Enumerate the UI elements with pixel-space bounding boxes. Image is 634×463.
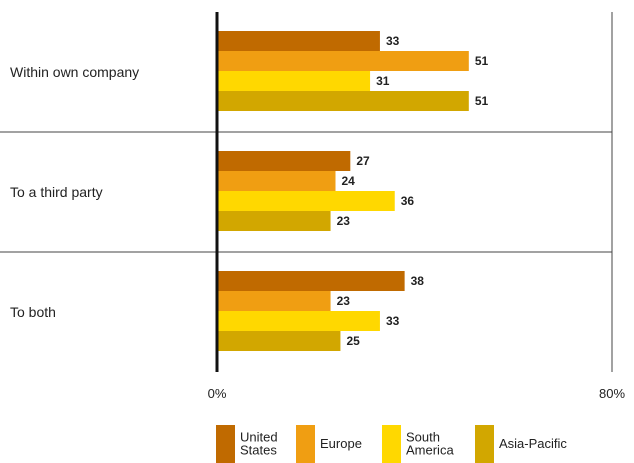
- x-tick-label: 0%: [208, 386, 227, 401]
- x-tick-labels: 0% 80%: [208, 386, 626, 401]
- legend: United States Europe South America Asia-Pacif…: [216, 425, 567, 463]
- value-label-within-own-company-asia-pacific: 51: [475, 94, 489, 108]
- value-label-to-both-south-america: 33: [386, 314, 400, 328]
- bar-to-both-asia-pacific: [217, 331, 341, 351]
- value-label-to-a-third-party-europe: 24: [342, 174, 356, 188]
- legend-label-europe: Europe: [320, 436, 362, 451]
- legend-swatch-asia-pacific: [475, 425, 494, 463]
- value-label-to-a-third-party-asia-pacific: 23: [337, 214, 351, 228]
- category-label-to-both: To both: [10, 304, 56, 320]
- bar-to-both-south-america: [217, 311, 380, 331]
- value-label-to-both-europe: 23: [337, 294, 351, 308]
- category-labels: Within own company To a third party To bot…: [10, 64, 139, 320]
- bar-to-both-united-states: [217, 271, 405, 291]
- legend-swatch-united-states: [216, 425, 235, 463]
- legend-swatch-europe: [296, 425, 315, 463]
- value-label-to-a-third-party-united-states: 27: [356, 154, 370, 168]
- bar-to-a-third-party-south-america: [217, 191, 395, 211]
- value-label-within-own-company-south-america: 31: [376, 74, 390, 88]
- value-label-to-both-asia-pacific: 25: [346, 334, 360, 348]
- category-label-within-own-company: Within own company: [10, 64, 139, 80]
- category-separators: [0, 131, 612, 253]
- bar-to-a-third-party-united-states: [217, 151, 351, 171]
- value-label-within-own-company-europe: 51: [475, 54, 489, 68]
- bar-to-a-third-party-asia-pacific: [217, 211, 331, 231]
- bar-within-own-company-united-states: [217, 31, 380, 51]
- legend-swatch-south-america: [382, 425, 401, 463]
- bar-within-own-company-asia-pacific: [217, 91, 469, 111]
- value-label-to-a-third-party-south-america: 36: [401, 194, 415, 208]
- bar-to-both-europe: [217, 291, 331, 311]
- bar-within-own-company-south-america: [217, 71, 371, 91]
- bar-within-own-company-europe: [217, 51, 469, 71]
- legend-label-asia-pacific: Asia-Pacific: [499, 436, 567, 451]
- category-label-to-a-third-party: To a third party: [10, 184, 103, 200]
- value-label-to-both-united-states: 38: [411, 274, 425, 288]
- legend-label-south-america: South America: [406, 430, 454, 458]
- value-label-within-own-company-united-states: 33: [386, 34, 400, 48]
- x-tick-label: 80%: [599, 386, 625, 401]
- bar-to-a-third-party-europe: [217, 171, 336, 191]
- legend-label-united-states: United States: [240, 430, 278, 458]
